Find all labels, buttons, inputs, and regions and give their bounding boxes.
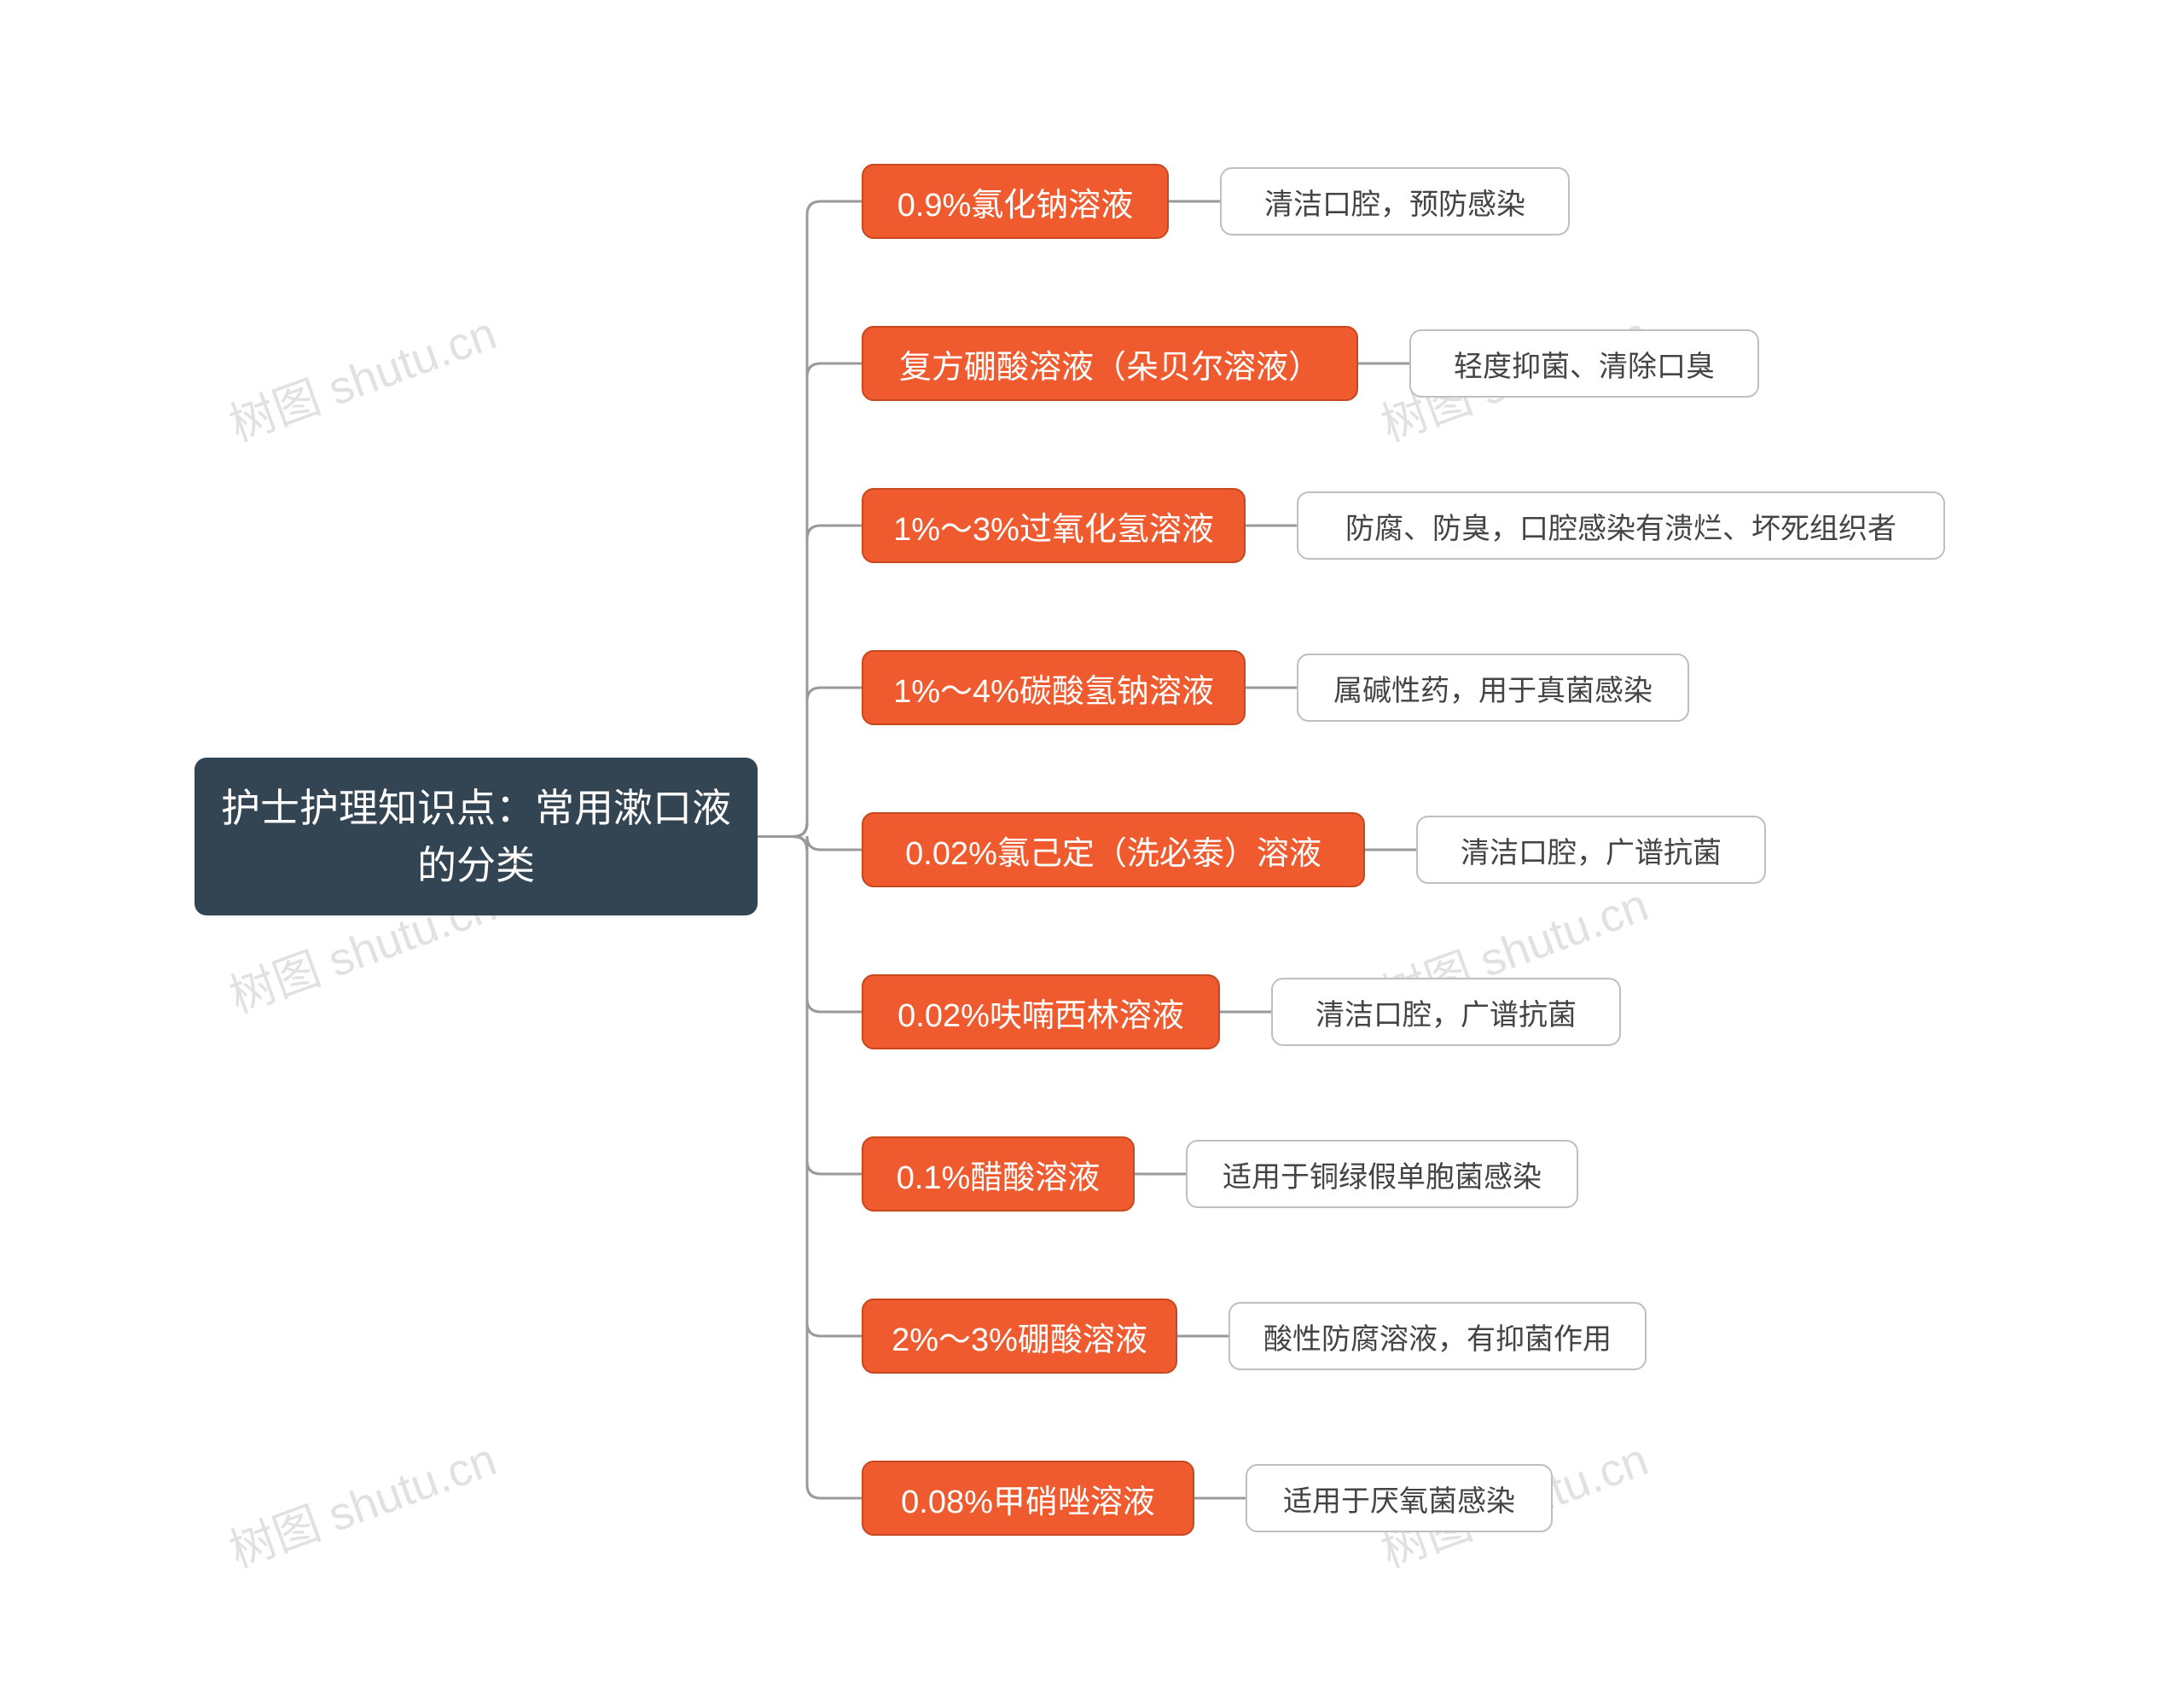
leaf-node[interactable]: 酸性防腐溶液，有抑菌作用 (1228, 1302, 1647, 1370)
watermark: 树图 shutu.cn (218, 295, 503, 454)
leaf-node[interactable]: 轻度抑菌、清除口臭 (1409, 329, 1759, 398)
branch-node[interactable]: 1%～3%过氧化氢溶液 (862, 488, 1246, 563)
leaf-node[interactable]: 清洁口腔，广谱抗菌 (1271, 978, 1621, 1046)
branch-node[interactable]: 0.02%氯己定（洗必泰）溶液 (862, 812, 1365, 887)
branch-node[interactable]: 1%～4%碳酸氢钠溶液 (862, 650, 1246, 725)
leaf-node[interactable]: 属碱性药，用于真菌感染 (1297, 654, 1689, 722)
mindmap-canvas: 树图 shutu.cn树图 shutu.cn树图 shutu.cn树图 shut… (0, 0, 2184, 1691)
leaf-node[interactable]: 清洁口腔，预防感染 (1220, 167, 1570, 235)
branch-node[interactable]: 0.02%呋喃西林溶液 (862, 974, 1220, 1049)
leaf-node[interactable]: 清洁口腔，广谱抗菌 (1416, 816, 1766, 884)
leaf-node[interactable]: 适用于铜绿假单胞菌感染 (1186, 1140, 1578, 1208)
branch-node[interactable]: 2%～3%硼酸溶液 (862, 1299, 1177, 1374)
branch-node[interactable]: 0.9%氯化钠溶液 (862, 164, 1169, 239)
root-node[interactable]: 护士护理知识点：常用漱口液的分类 (195, 758, 758, 915)
leaf-node[interactable]: 防腐、防臭，口腔感染有溃烂、坏死组织者 (1297, 491, 1945, 560)
watermark: 树图 shutu.cn (218, 1421, 503, 1580)
branch-node[interactable]: 0.1%醋酸溶液 (862, 1136, 1135, 1212)
branch-node[interactable]: 0.08%甲硝唑溶液 (862, 1461, 1194, 1536)
branch-node[interactable]: 复方硼酸溶液（朵贝尔溶液） (862, 326, 1358, 401)
leaf-node[interactable]: 适用于厌氧菌感染 (1246, 1464, 1553, 1532)
